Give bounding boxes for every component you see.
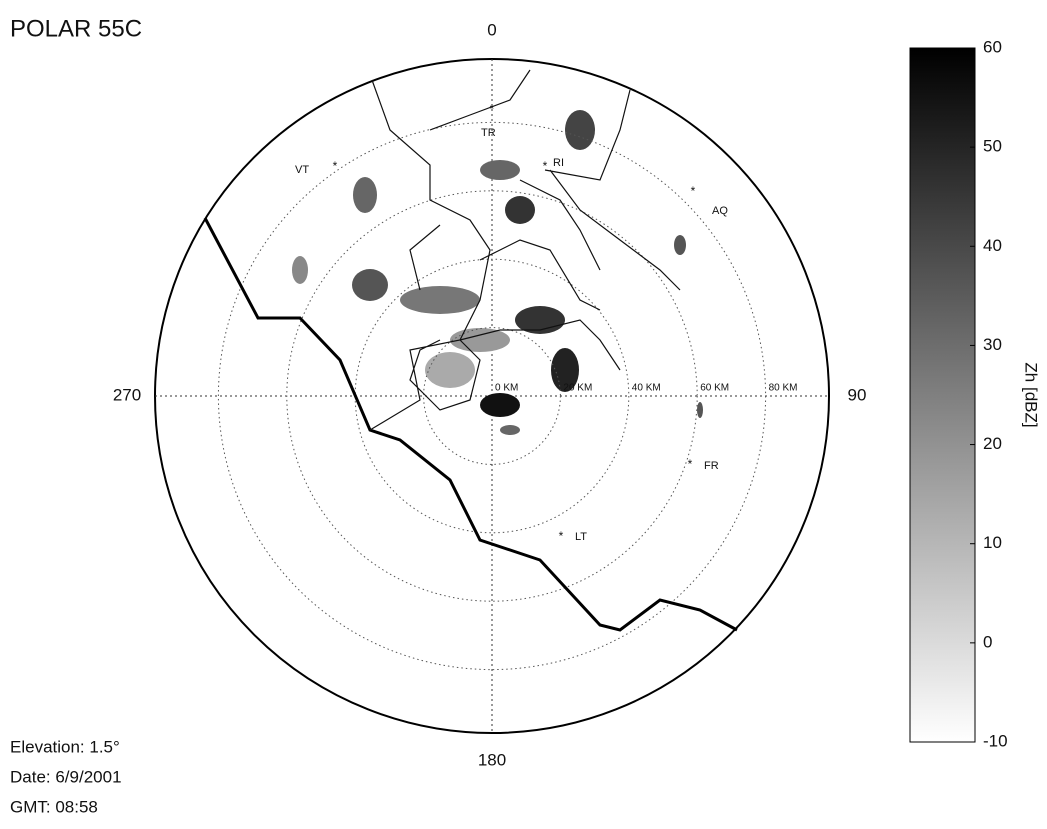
colorbar-tick-label: 60 xyxy=(983,37,1002,56)
range-label: 40 KM xyxy=(632,383,661,394)
azimuth-label: 90 xyxy=(848,385,867,404)
city-label: VT xyxy=(295,164,309,176)
info-line: Date: 6/9/2001 xyxy=(10,767,122,786)
info-line: Elevation: 1.5° xyxy=(10,737,120,756)
colorbar-tick-label: 20 xyxy=(983,434,1002,453)
colorbar-tick-label: 0 xyxy=(983,632,992,651)
city-label: LT xyxy=(575,531,587,543)
range-label: 60 KM xyxy=(700,383,729,394)
colorbar-tick-label: 50 xyxy=(983,137,1002,156)
city-marker: * xyxy=(688,457,693,471)
colorbar-tick-label: 40 xyxy=(983,236,1002,255)
radar-display: POLAR 55C 0 KM 20 KM 40 KM 60 KM 80 KM * xyxy=(0,0,1047,824)
city-marker: * xyxy=(559,529,564,543)
range-label: 80 KM xyxy=(769,383,798,394)
city-label: FR xyxy=(704,460,719,472)
colorbar-tick-label: 10 xyxy=(983,533,1002,552)
title: POLAR 55C xyxy=(10,15,142,42)
colorbar xyxy=(910,48,975,742)
city-label: TR xyxy=(481,127,496,139)
city-marker: * xyxy=(543,159,548,173)
city-label: AQ xyxy=(712,205,728,217)
city-marker: * xyxy=(490,102,495,116)
range-label: 0 KM xyxy=(495,383,518,394)
azimuth-label: 270 xyxy=(113,385,141,404)
colorbar-tick-label: -10 xyxy=(983,731,1008,750)
colorbar-tick-label: 30 xyxy=(983,335,1002,354)
colorbar-label: Zh [dBZ] xyxy=(1022,362,1041,427)
azimuth-label: 0 xyxy=(487,20,496,39)
info-line: GMT: 08:58 xyxy=(10,797,98,816)
city-label: RI xyxy=(553,157,564,169)
city-marker: * xyxy=(691,184,696,198)
city-marker: * xyxy=(333,159,338,173)
range-label: 20 KM xyxy=(563,383,592,394)
azimuth-label: 180 xyxy=(478,750,506,769)
